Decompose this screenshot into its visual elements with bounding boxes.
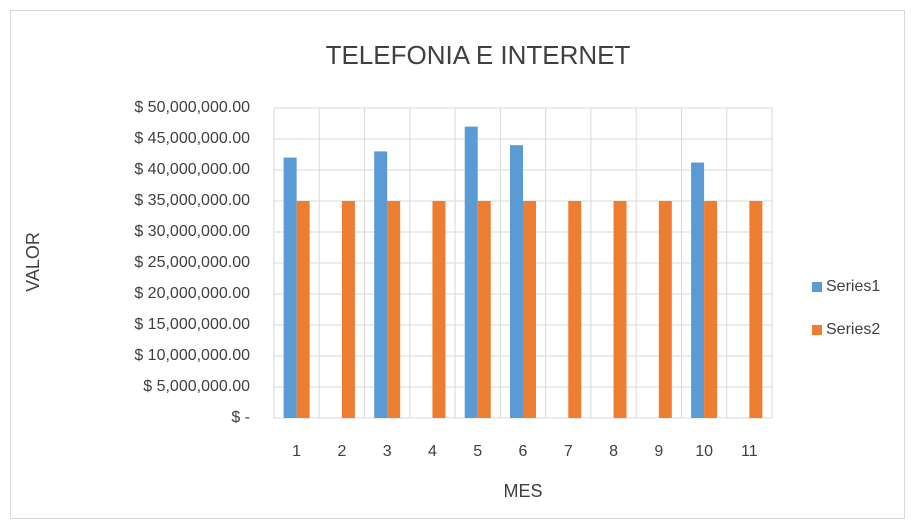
bar bbox=[704, 201, 718, 418]
x-tick-label: 6 bbox=[519, 443, 528, 460]
x-axis-label: MES bbox=[503, 481, 542, 501]
legend-label: Series1 bbox=[826, 278, 880, 295]
x-tick-label: 9 bbox=[654, 443, 663, 460]
bar bbox=[523, 201, 536, 418]
bar bbox=[374, 151, 388, 418]
y-tick-label: $ 50,000,000.00 bbox=[134, 99, 250, 116]
x-tick-label: 3 bbox=[383, 443, 392, 460]
y-tick-label: $ 10,000,000.00 bbox=[134, 347, 250, 364]
x-tick-label: 7 bbox=[564, 443, 573, 460]
y-tick-label: $ 45,000,000.00 bbox=[134, 130, 250, 147]
chart-title: TELEFONIA E INTERNET bbox=[326, 40, 631, 70]
bar bbox=[432, 201, 446, 418]
y-tick-label: $ - bbox=[231, 409, 250, 426]
legend-swatch bbox=[812, 282, 822, 292]
y-tick-label: $ 20,000,000.00 bbox=[134, 285, 250, 302]
y-tick-label: $ 25,000,000.00 bbox=[134, 254, 250, 271]
bar bbox=[510, 145, 523, 418]
bar bbox=[658, 201, 672, 418]
bar bbox=[477, 201, 491, 418]
y-tick-label: $ 5,000,000.00 bbox=[143, 378, 250, 395]
x-tick-label: 4 bbox=[428, 443, 437, 460]
legend-label: Series2 bbox=[826, 321, 880, 338]
bar bbox=[613, 201, 627, 418]
x-tick-label: 5 bbox=[473, 443, 482, 460]
bar bbox=[749, 201, 763, 418]
legend-swatch bbox=[812, 325, 822, 335]
bar bbox=[387, 201, 401, 418]
x-tick-label: 1 bbox=[292, 443, 301, 460]
bar bbox=[464, 126, 478, 418]
y-tick-label: $ 35,000,000.00 bbox=[134, 192, 250, 209]
x-tick-label: 10 bbox=[695, 443, 713, 460]
y-axis-label: VALOR bbox=[23, 232, 43, 292]
x-tick-label: 8 bbox=[609, 443, 618, 460]
y-tick-label: $ 15,000,000.00 bbox=[134, 316, 250, 333]
y-tick-label: $ 40,000,000.00 bbox=[134, 161, 250, 178]
bar bbox=[296, 201, 310, 418]
x-tick-label: 2 bbox=[337, 443, 346, 460]
bar bbox=[568, 201, 582, 418]
bar bbox=[283, 157, 297, 418]
y-tick-label: $ 30,000,000.00 bbox=[134, 223, 250, 240]
bar bbox=[691, 162, 705, 418]
x-tick-label: 11 bbox=[741, 443, 758, 460]
bar bbox=[341, 201, 355, 418]
